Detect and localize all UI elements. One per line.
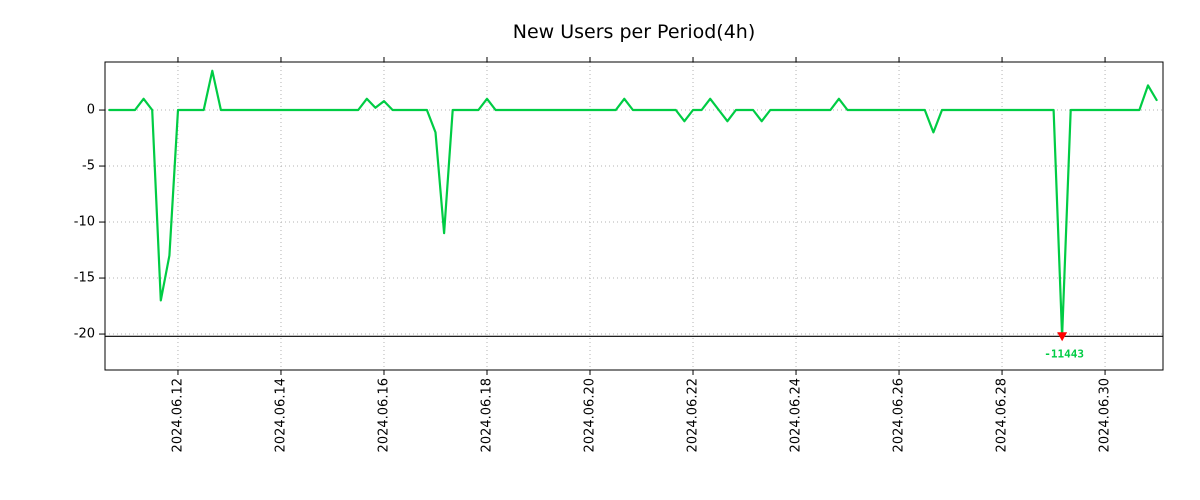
series-line [108,69,1158,338]
axes [99,57,1164,375]
plot-border [104,61,1164,371]
axis-labels: 2024.06.12 2024.06.14 2024.06.16 2024.06.18… [74,103,1113,453]
min-marker-icon [1057,332,1068,342]
x-tick-label: 2024.06.12 [170,378,185,452]
x-tick-label: 2024.06.14 [273,378,288,452]
y-tick-label: -20 [74,327,95,342]
x-tick-label: 2024.06.24 [789,378,804,452]
x-tick-label: 2024.06.22 [686,378,701,452]
x-tick-label: 2024.06.28 [995,378,1010,452]
new-users-line [108,69,1158,338]
y-tick-label: -10 [74,215,95,230]
x-tick-label: 2024.06.16 [376,378,391,452]
x-tick-label: 2024.06.20 [583,378,598,452]
y-tick-label: 0 [87,103,95,118]
y-tick-label: -5 [82,159,95,174]
chart-title: New Users per Period(4h) [513,21,756,43]
x-tick-label: 2024.06.30 [1098,378,1113,452]
gridlines [105,62,1163,370]
min-value-annotation: -11443 [1044,347,1084,360]
x-tick-label: 2024.06.18 [479,378,494,452]
y-tick-label: -15 [74,271,95,286]
x-tick-label: 2024.06.26 [892,378,907,452]
annotation-layer: -11443 [1044,332,1084,360]
